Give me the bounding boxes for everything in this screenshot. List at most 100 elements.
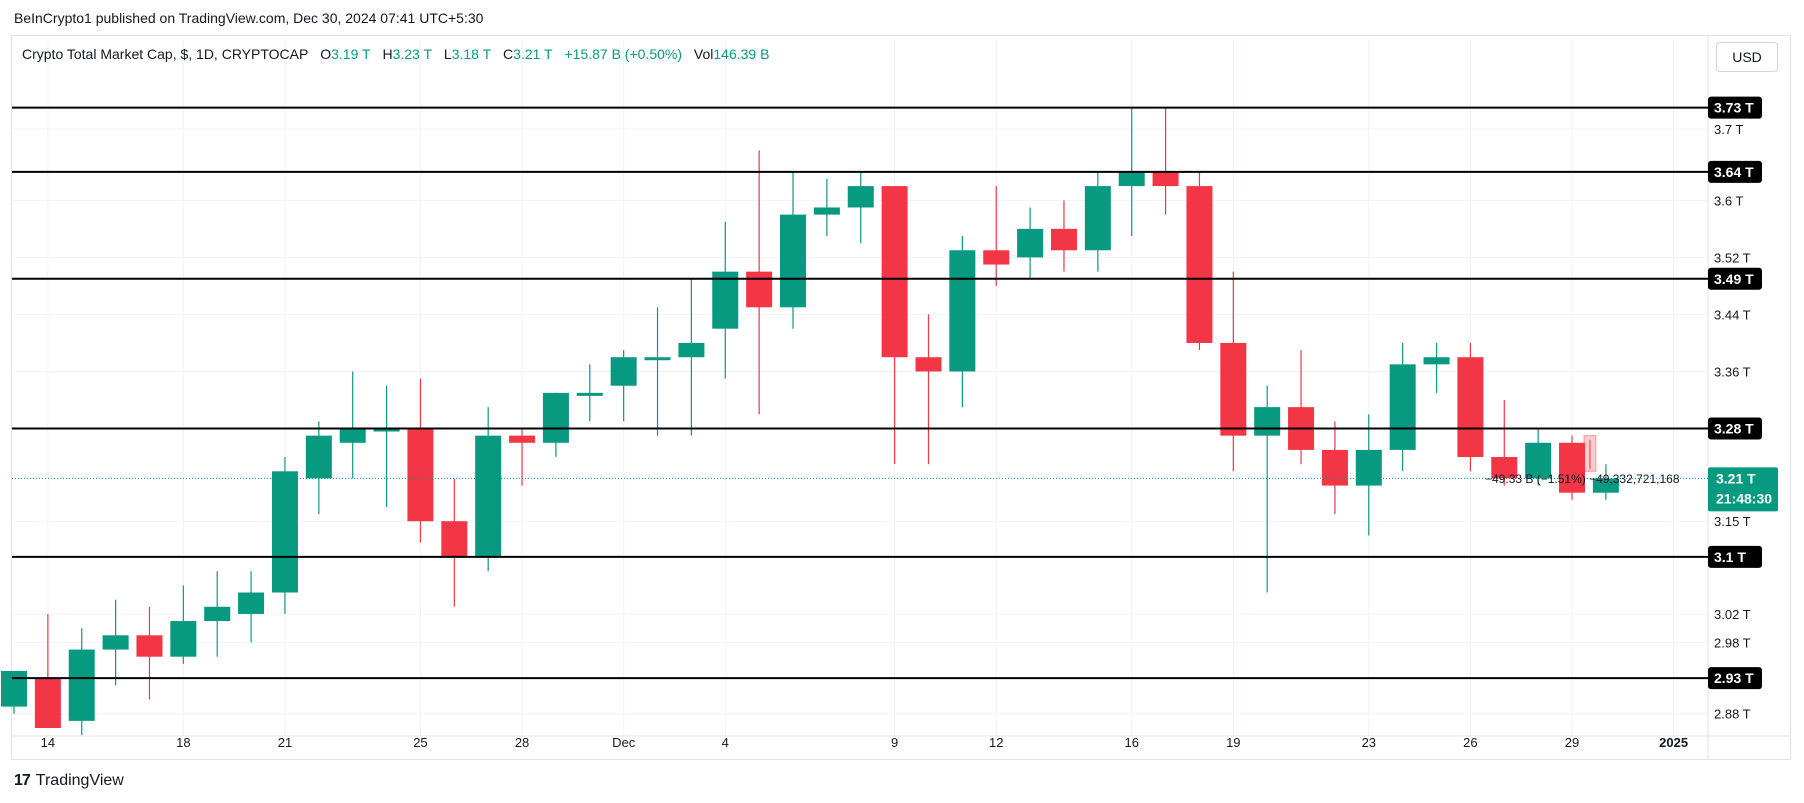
y-tick-label: 3.44 T — [1714, 307, 1751, 322]
y-tick-label: 3.36 T — [1714, 364, 1751, 379]
currency-button[interactable]: USD — [1716, 42, 1778, 72]
candle-body — [509, 435, 536, 443]
candle-body — [373, 428, 400, 432]
candle-body — [983, 250, 1010, 265]
level-badge-label: 3.28 T — [1714, 421, 1754, 437]
level-badge-label: 3.49 T — [1714, 271, 1754, 287]
x-tick-label: 2025 — [1659, 735, 1688, 750]
x-tick-label: 26 — [1463, 735, 1477, 750]
candle-body — [1389, 364, 1416, 450]
candle-body — [1592, 478, 1619, 493]
y-tick-label: 2.98 T — [1714, 635, 1751, 650]
legend-close-label: C — [503, 46, 514, 62]
y-tick-label: 3.6 T — [1714, 193, 1743, 208]
candle-body — [1321, 449, 1348, 486]
current-price-label: 3.21 T — [1716, 470, 1756, 486]
candle-body — [1254, 407, 1281, 436]
candle-body — [915, 357, 942, 372]
legend-open-label: O — [320, 46, 332, 62]
ohlc-legend: Crypto Total Market Cap, $, 1D, CRYPTOCA… — [22, 46, 777, 62]
y-tick-label: 3.52 T — [1714, 250, 1751, 265]
candle-body — [1084, 186, 1111, 251]
candle-body — [576, 392, 603, 396]
candle-body — [339, 428, 366, 443]
legend-change: +15.87 B (+0.50%) — [564, 46, 683, 62]
candle-body — [949, 250, 976, 372]
measure-label: −49.33 B (−1.51%) −49,332,721,168 — [1485, 472, 1680, 486]
candle-body — [271, 471, 298, 593]
legend-volume-value: 146.39 B — [713, 46, 770, 62]
candle-body — [780, 214, 807, 308]
level-badge — [1708, 267, 1762, 290]
chart-frame — [11, 35, 1791, 760]
candle-body — [136, 635, 163, 657]
candle-body — [1, 670, 27, 707]
candle-body — [407, 428, 434, 522]
y-tick-label: 2.88 T — [1714, 707, 1751, 722]
candle-body — [1152, 171, 1179, 187]
tradingview-logo-icon: 17 — [14, 772, 31, 789]
x-tick-label: 29 — [1565, 735, 1579, 750]
legend-low-label: L — [443, 46, 452, 62]
candle-body — [1186, 186, 1213, 343]
candle-body — [102, 635, 129, 650]
level-badge-label: 2.93 T — [1714, 670, 1754, 686]
published-caption: BeInCrypto1 published on TradingView.com… — [14, 10, 484, 26]
candle-body — [1355, 449, 1382, 486]
x-tick-label: 25 — [413, 735, 427, 750]
tradingview-wordmark: TradingView — [35, 772, 124, 789]
level-badge-label: 3.1 T — [1714, 549, 1746, 565]
legend-symbol: Crypto Total Market Cap, $, 1D, CRYPTOCA… — [22, 46, 309, 62]
candle-body — [170, 621, 197, 657]
x-tick-label: 14 — [41, 735, 55, 750]
tradingview-brand[interactable]: 17 TradingView — [14, 772, 124, 790]
candle-body — [644, 357, 671, 361]
candle-body — [881, 186, 908, 358]
x-tick-label: 18 — [176, 735, 190, 750]
x-tick-label: 21 — [278, 735, 292, 750]
legend-high-value: 3.23 T — [392, 46, 433, 62]
legend-close-value: 3.21 T — [513, 46, 553, 62]
candle-body — [1118, 171, 1145, 187]
y-tick-label: 3.7 T — [1714, 122, 1743, 137]
candle-body — [34, 678, 61, 728]
candle-body — [1491, 457, 1518, 479]
x-tick-label: 16 — [1124, 735, 1138, 750]
candle-body — [441, 521, 468, 557]
level-badge — [1708, 96, 1762, 119]
candle-body — [1017, 228, 1044, 258]
legend-low-value: 3.18 T — [451, 46, 492, 62]
candle-body — [712, 271, 739, 329]
candle-body — [542, 392, 569, 443]
level-badge — [1708, 160, 1762, 183]
x-tick-label: 28 — [515, 735, 529, 750]
level-badge-label: 3.64 T — [1714, 164, 1754, 180]
level-badge — [1708, 667, 1762, 690]
candle-body — [305, 435, 332, 479]
current-price-badge — [1708, 467, 1778, 512]
legend-high-label: H — [382, 46, 393, 62]
legend-volume-label: Vol — [693, 46, 714, 62]
candle-body — [678, 342, 705, 358]
candle-body — [475, 435, 502, 557]
candle-body — [610, 357, 637, 386]
x-tick-label: 19 — [1226, 735, 1240, 750]
legend-open-value: 3.19 T — [331, 46, 371, 62]
candle-body — [238, 592, 265, 614]
candle-body — [847, 186, 874, 208]
candle-body — [1525, 442, 1552, 479]
candle-body — [1050, 228, 1077, 251]
candle-body — [813, 207, 840, 215]
y-tick-label: 3.02 T — [1714, 607, 1751, 622]
candle-body — [68, 649, 95, 721]
candle-body — [204, 606, 231, 622]
x-tick-label: 23 — [1362, 735, 1376, 750]
candle-body — [1423, 357, 1450, 365]
candle-body — [746, 271, 773, 308]
y-tick-label: 3.15 T — [1714, 514, 1751, 529]
candle-body — [1457, 357, 1484, 458]
candle-body — [1220, 342, 1247, 436]
level-badge — [1708, 545, 1762, 568]
x-tick-label: 9 — [891, 735, 898, 750]
